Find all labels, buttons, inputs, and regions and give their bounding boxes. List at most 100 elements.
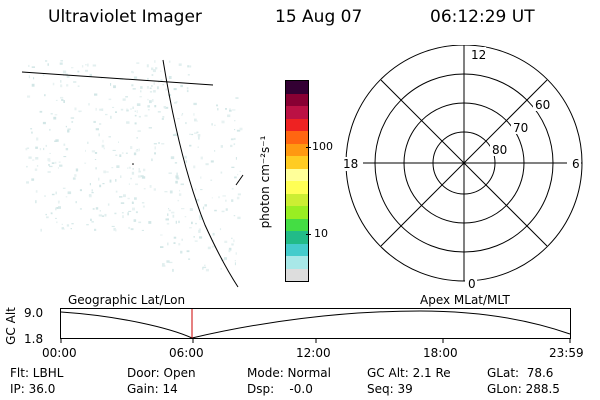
speckle-dot [223, 259, 225, 262]
speckle-dot [127, 197, 130, 200]
speckle-dot [173, 242, 176, 244]
speckle-dot [36, 165, 39, 167]
speckle-dot [60, 96, 64, 99]
speckle-dot [219, 228, 222, 231]
speckle-dot [136, 103, 141, 106]
speckle-dot [111, 167, 114, 169]
time-label: 06:12:29 UT [430, 7, 535, 27]
speckle-dot [40, 228, 42, 232]
speckle-dot [104, 213, 107, 217]
speckle-dot [141, 202, 145, 204]
speckle-dot [127, 167, 129, 169]
speckle-dot [121, 152, 124, 154]
speckle-dot [130, 228, 134, 231]
time-tick-label: 12:00 [296, 346, 331, 360]
speckle-dot [44, 94, 46, 97]
speckle-dot [234, 260, 236, 262]
speckle-dot [136, 137, 138, 139]
speckle-dot [61, 227, 64, 230]
speckle-dot [235, 252, 237, 255]
speckle-dot [168, 208, 170, 210]
speckle-dot [157, 111, 161, 113]
speckle-dot [167, 213, 169, 216]
speckle-dot [189, 144, 192, 147]
speckle-dot [221, 210, 225, 213]
mlt-label-12: 12 [471, 48, 486, 62]
speckle-dot [236, 129, 241, 132]
speckle-dot [134, 110, 136, 112]
speckle-dot [154, 105, 157, 108]
speckle-dot [227, 114, 231, 118]
speckle-dot [198, 228, 201, 231]
speckle-dot [198, 215, 203, 219]
speckle-dot [230, 144, 233, 148]
speckle-dot [35, 200, 37, 204]
colorbar-band [286, 181, 308, 194]
colorbar-tick-10 [306, 234, 311, 235]
speckle-dot [146, 64, 149, 68]
speckle-dot [89, 183, 91, 186]
speckle-dot [197, 146, 199, 148]
speckle-dot [205, 268, 209, 272]
colorbar-unit-label: photon cm⁻²s⁻¹ [258, 135, 272, 229]
speckle-dot [103, 147, 105, 150]
speckle-dot [224, 240, 228, 243]
speckle-dot [147, 109, 150, 111]
speckle-dot [175, 101, 178, 103]
speckle-dot [130, 146, 133, 149]
speckle-dot [46, 216, 49, 219]
speckle-dot [112, 149, 116, 151]
speckle-dot [143, 168, 146, 172]
speckle-dot [85, 64, 87, 66]
speckle-dot [151, 74, 154, 76]
speckle-dot [125, 152, 128, 154]
speckle-dot [94, 228, 97, 231]
speckle-dot [191, 221, 193, 225]
speckle-dot [181, 208, 185, 210]
speckle-dot [94, 152, 98, 154]
speckle-dot [55, 207, 57, 211]
colorbar-band [286, 143, 308, 156]
mode-info: Mode: Normal [247, 366, 331, 380]
speckle-dot [162, 263, 165, 266]
colorbar-band [286, 206, 308, 219]
colorbar-band [286, 131, 308, 144]
speckle-dot [49, 152, 51, 154]
speckle-dot [239, 127, 243, 131]
speckle-dot [131, 84, 134, 87]
speckle-dot [225, 199, 227, 202]
speckle-dot [187, 74, 190, 76]
speckle-dot [86, 224, 89, 226]
speckle-dot [158, 142, 160, 144]
speckle-dot [131, 71, 134, 74]
label-bg [490, 142, 508, 156]
speckle-dot [56, 207, 59, 209]
speckle-dot [230, 138, 234, 141]
geographic-label: Geographic Lat/Lon [68, 293, 186, 307]
speckle-dot [180, 250, 183, 254]
speckle-dot [135, 150, 139, 152]
polar-diagonal-2 [380, 79, 548, 247]
speckle-dot [138, 115, 141, 118]
speckle-dot [43, 147, 45, 151]
colorbar-band [286, 193, 308, 206]
speckle-dot [71, 67, 74, 69]
speckle-dot [34, 168, 38, 171]
speckle-dot [99, 108, 102, 111]
speckle-dot [181, 238, 183, 241]
speckle-dot [196, 131, 199, 134]
altitude-min-label: 1.8 [24, 332, 44, 346]
speckle-dot [175, 175, 179, 179]
speckle-dot [48, 164, 50, 166]
speckle-dot [169, 261, 173, 264]
speckle-dot [176, 172, 178, 176]
speckle-dot [55, 217, 57, 219]
speckle-dot [87, 63, 89, 67]
speckle-dot [200, 156, 203, 160]
speckle-dot [70, 228, 72, 230]
speckle-dot [108, 98, 112, 101]
speckle-dot [118, 141, 119, 143]
speckle-dot [149, 185, 152, 188]
speckle-dot [31, 178, 35, 181]
speckle-dot [217, 108, 219, 111]
